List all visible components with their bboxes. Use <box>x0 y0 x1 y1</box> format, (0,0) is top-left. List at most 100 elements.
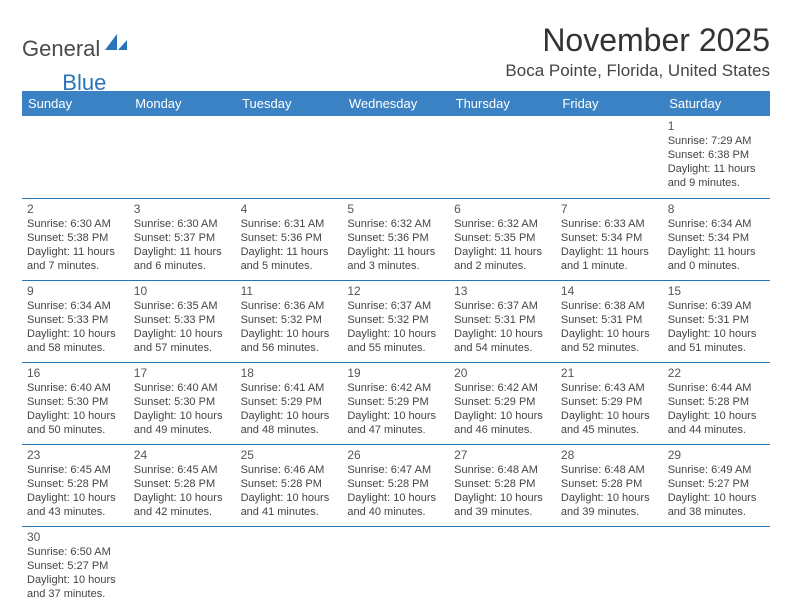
day-info: Sunrise: 6:32 AMSunset: 5:36 PMDaylight:… <box>347 217 444 273</box>
day-number: 10 <box>134 284 231 298</box>
day-cell: 13Sunrise: 6:37 AMSunset: 5:31 PMDayligh… <box>449 280 556 362</box>
day-number: 25 <box>241 448 338 462</box>
logo-blue: Blue <box>62 70 106 96</box>
day-number: 16 <box>27 366 124 380</box>
day-info: Sunrise: 6:33 AMSunset: 5:34 PMDaylight:… <box>561 217 658 273</box>
day-info: Sunrise: 6:47 AMSunset: 5:28 PMDaylight:… <box>347 463 444 519</box>
day-number: 18 <box>241 366 338 380</box>
day-info: Sunrise: 6:42 AMSunset: 5:29 PMDaylight:… <box>347 381 444 437</box>
day-number: 27 <box>454 448 551 462</box>
day-number: 20 <box>454 366 551 380</box>
day-number: 24 <box>134 448 231 462</box>
day-number: 7 <box>561 202 658 216</box>
day-number: 2 <box>27 202 124 216</box>
month-title: November 2025 <box>505 22 770 59</box>
day-cell: 3Sunrise: 6:30 AMSunset: 5:37 PMDaylight… <box>129 198 236 280</box>
day-number: 17 <box>134 366 231 380</box>
day-cell: 14Sunrise: 6:38 AMSunset: 5:31 PMDayligh… <box>556 280 663 362</box>
weekday-header: Friday <box>556 91 663 116</box>
empty-cell <box>129 526 236 608</box>
logo-blue-row: GeneralBlue <box>22 70 106 96</box>
day-info: Sunrise: 6:37 AMSunset: 5:32 PMDaylight:… <box>347 299 444 355</box>
day-number: 12 <box>347 284 444 298</box>
weekday-header: Saturday <box>663 91 770 116</box>
day-cell: 8Sunrise: 6:34 AMSunset: 5:34 PMDaylight… <box>663 198 770 280</box>
day-info: Sunrise: 6:50 AMSunset: 5:27 PMDaylight:… <box>27 545 124 601</box>
day-cell: 18Sunrise: 6:41 AMSunset: 5:29 PMDayligh… <box>236 362 343 444</box>
day-cell: 17Sunrise: 6:40 AMSunset: 5:30 PMDayligh… <box>129 362 236 444</box>
day-number: 11 <box>241 284 338 298</box>
day-cell: 23Sunrise: 6:45 AMSunset: 5:28 PMDayligh… <box>22 444 129 526</box>
day-info: Sunrise: 6:48 AMSunset: 5:28 PMDaylight:… <box>454 463 551 519</box>
day-number: 23 <box>27 448 124 462</box>
empty-cell <box>236 526 343 608</box>
day-cell: 16Sunrise: 6:40 AMSunset: 5:30 PMDayligh… <box>22 362 129 444</box>
weekday-header: Thursday <box>449 91 556 116</box>
day-number: 22 <box>668 366 765 380</box>
empty-cell <box>449 526 556 608</box>
day-cell: 20Sunrise: 6:42 AMSunset: 5:29 PMDayligh… <box>449 362 556 444</box>
day-cell: 1Sunrise: 7:29 AMSunset: 6:38 PMDaylight… <box>663 116 770 198</box>
day-cell: 25Sunrise: 6:46 AMSunset: 5:28 PMDayligh… <box>236 444 343 526</box>
day-number: 1 <box>668 119 765 133</box>
day-cell: 19Sunrise: 6:42 AMSunset: 5:29 PMDayligh… <box>342 362 449 444</box>
day-number: 3 <box>134 202 231 216</box>
day-info: Sunrise: 7:29 AMSunset: 6:38 PMDaylight:… <box>668 134 765 190</box>
day-info: Sunrise: 6:48 AMSunset: 5:28 PMDaylight:… <box>561 463 658 519</box>
day-info: Sunrise: 6:31 AMSunset: 5:36 PMDaylight:… <box>241 217 338 273</box>
day-info: Sunrise: 6:40 AMSunset: 5:30 PMDaylight:… <box>27 381 124 437</box>
day-cell: 2Sunrise: 6:30 AMSunset: 5:38 PMDaylight… <box>22 198 129 280</box>
empty-cell <box>556 526 663 608</box>
day-number: 5 <box>347 202 444 216</box>
day-cell: 6Sunrise: 6:32 AMSunset: 5:35 PMDaylight… <box>449 198 556 280</box>
day-info: Sunrise: 6:34 AMSunset: 5:34 PMDaylight:… <box>668 217 765 273</box>
day-info: Sunrise: 6:30 AMSunset: 5:38 PMDaylight:… <box>27 217 124 273</box>
day-info: Sunrise: 6:34 AMSunset: 5:33 PMDaylight:… <box>27 299 124 355</box>
day-number: 8 <box>668 202 765 216</box>
weekday-header: Wednesday <box>342 91 449 116</box>
day-info: Sunrise: 6:40 AMSunset: 5:30 PMDaylight:… <box>134 381 231 437</box>
day-cell: 7Sunrise: 6:33 AMSunset: 5:34 PMDaylight… <box>556 198 663 280</box>
empty-cell <box>449 116 556 198</box>
day-number: 14 <box>561 284 658 298</box>
day-number: 21 <box>561 366 658 380</box>
weekday-header: Monday <box>129 91 236 116</box>
day-info: Sunrise: 6:44 AMSunset: 5:28 PMDaylight:… <box>668 381 765 437</box>
day-number: 28 <box>561 448 658 462</box>
day-cell: 4Sunrise: 6:31 AMSunset: 5:36 PMDaylight… <box>236 198 343 280</box>
day-cell: 11Sunrise: 6:36 AMSunset: 5:32 PMDayligh… <box>236 280 343 362</box>
calendar-body: 1Sunrise: 7:29 AMSunset: 6:38 PMDaylight… <box>22 116 770 608</box>
day-cell: 5Sunrise: 6:32 AMSunset: 5:36 PMDaylight… <box>342 198 449 280</box>
day-number: 30 <box>27 530 124 544</box>
day-info: Sunrise: 6:43 AMSunset: 5:29 PMDaylight:… <box>561 381 658 437</box>
weekday-header: Tuesday <box>236 91 343 116</box>
day-cell: 15Sunrise: 6:39 AMSunset: 5:31 PMDayligh… <box>663 280 770 362</box>
day-cell: 22Sunrise: 6:44 AMSunset: 5:28 PMDayligh… <box>663 362 770 444</box>
title-block: November 2025 Boca Pointe, Florida, Unit… <box>505 22 770 85</box>
empty-cell <box>342 526 449 608</box>
day-cell: 30Sunrise: 6:50 AMSunset: 5:27 PMDayligh… <box>22 526 129 608</box>
day-info: Sunrise: 6:36 AMSunset: 5:32 PMDaylight:… <box>241 299 338 355</box>
day-info: Sunrise: 6:45 AMSunset: 5:28 PMDaylight:… <box>27 463 124 519</box>
day-cell: 21Sunrise: 6:43 AMSunset: 5:29 PMDayligh… <box>556 362 663 444</box>
day-number: 13 <box>454 284 551 298</box>
empty-cell <box>22 116 129 198</box>
day-info: Sunrise: 6:30 AMSunset: 5:37 PMDaylight:… <box>134 217 231 273</box>
day-info: Sunrise: 6:39 AMSunset: 5:31 PMDaylight:… <box>668 299 765 355</box>
day-info: Sunrise: 6:32 AMSunset: 5:35 PMDaylight:… <box>454 217 551 273</box>
day-number: 26 <box>347 448 444 462</box>
weekday-header-row: Sunday Monday Tuesday Wednesday Thursday… <box>22 91 770 116</box>
day-info: Sunrise: 6:46 AMSunset: 5:28 PMDaylight:… <box>241 463 338 519</box>
logo-sail-icon <box>103 32 129 58</box>
header: General November 2025 Boca Pointe, Flori… <box>22 22 770 85</box>
day-info: Sunrise: 6:37 AMSunset: 5:31 PMDaylight:… <box>454 299 551 355</box>
day-info: Sunrise: 6:42 AMSunset: 5:29 PMDaylight:… <box>454 381 551 437</box>
day-cell: 27Sunrise: 6:48 AMSunset: 5:28 PMDayligh… <box>449 444 556 526</box>
day-number: 9 <box>27 284 124 298</box>
empty-cell <box>556 116 663 198</box>
empty-cell <box>663 526 770 608</box>
day-info: Sunrise: 6:35 AMSunset: 5:33 PMDaylight:… <box>134 299 231 355</box>
calendar-table: Sunday Monday Tuesday Wednesday Thursday… <box>22 91 770 608</box>
day-number: 6 <box>454 202 551 216</box>
empty-cell <box>236 116 343 198</box>
